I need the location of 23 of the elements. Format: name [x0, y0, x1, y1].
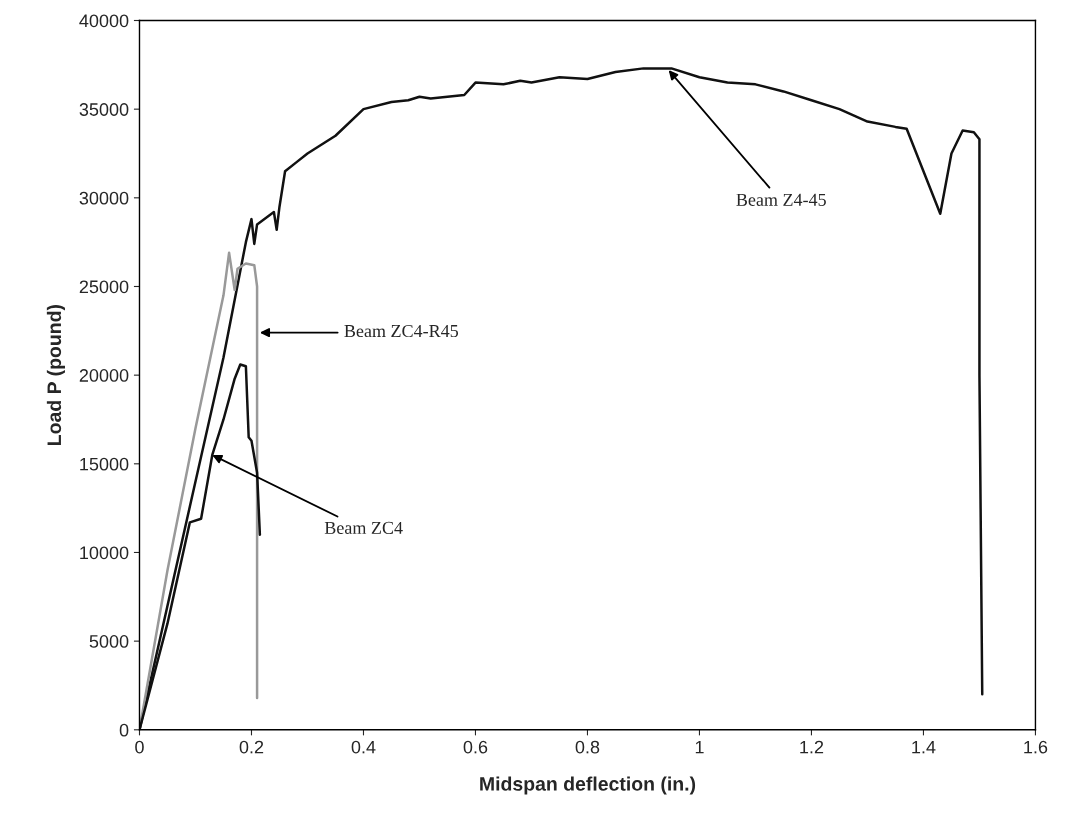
x-tick-label: 0.4 — [351, 740, 376, 754]
annotation: Beam ZC4-R45 — [344, 324, 459, 338]
y-tick-label: 35000 — [79, 103, 129, 116]
y-tick-label: 30000 — [79, 191, 129, 205]
y-tick-label: 25000 — [79, 280, 129, 294]
annotation: Beam Z4-45 — [736, 193, 826, 206]
x-tick-label: 0.2 — [239, 740, 264, 754]
y-tick-label: 5000 — [89, 635, 129, 648]
x-axis-title: Midspan deflection (in.) — [480, 776, 696, 795]
x-tick-label: 0.8 — [575, 740, 600, 754]
annotation: Beam ZC4 — [324, 521, 403, 534]
x-tick-label: 1.4 — [912, 740, 936, 754]
y-axis-title: Load P (pound) — [46, 305, 65, 445]
x-tick-label: 0.6 — [463, 740, 488, 754]
y-tick-label: 15000 — [80, 457, 129, 471]
x-tick-label: 0 — [135, 740, 144, 754]
y-tick-label: 10000 — [80, 546, 129, 560]
y-tick-label: 0 — [119, 723, 129, 737]
x-tick-label: 1.2 — [800, 740, 824, 754]
y-tick-label: 20000 — [79, 369, 129, 382]
x-tick-label: 1.6 — [1024, 740, 1048, 754]
y-tick-label: 40000 — [79, 14, 129, 28]
x-tick-label: 1 — [695, 740, 704, 754]
